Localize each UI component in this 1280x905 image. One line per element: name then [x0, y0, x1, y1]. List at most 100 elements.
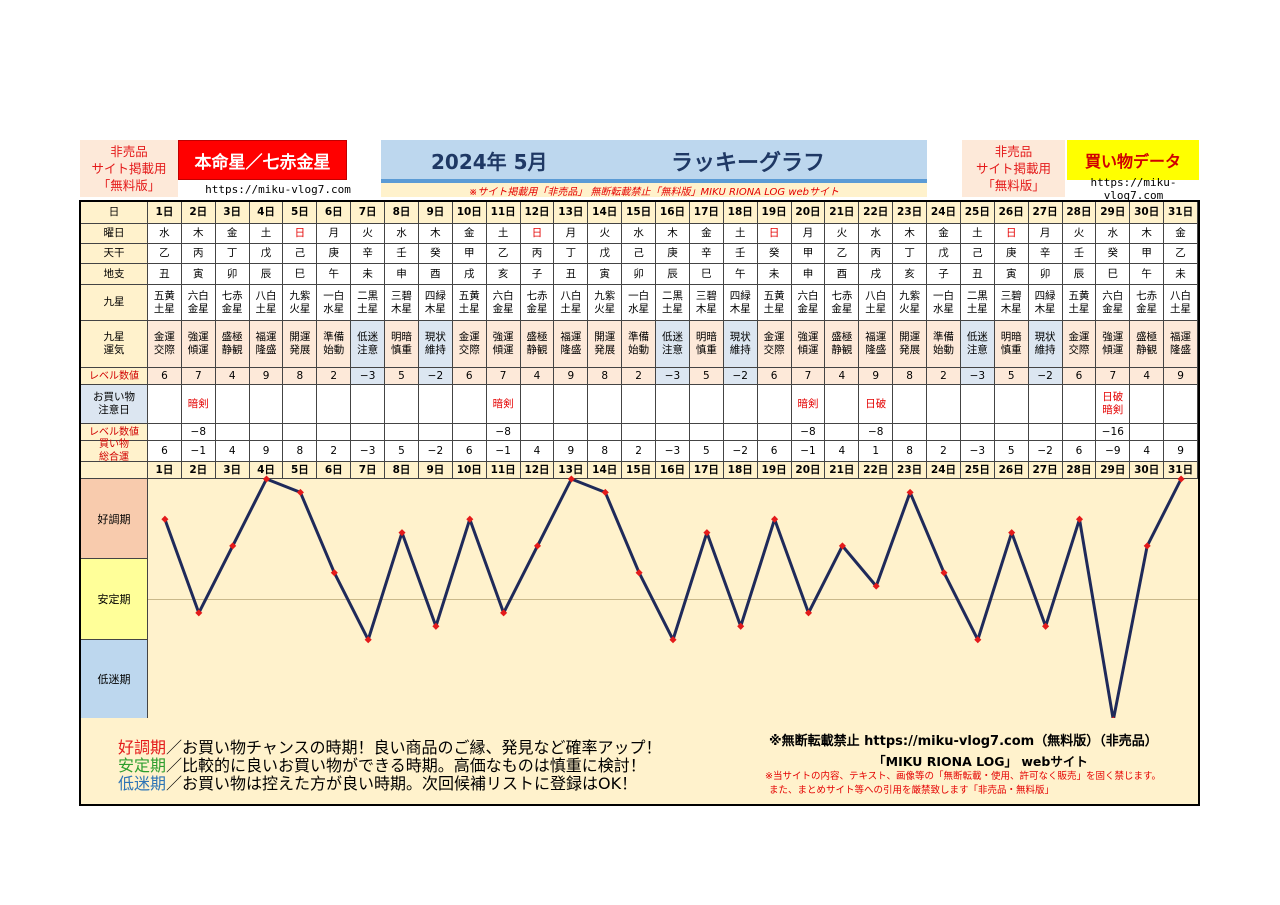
cell-wd: 日: [283, 224, 318, 244]
cell-lv: 2: [622, 368, 657, 385]
cell-tk: 甲: [1130, 244, 1165, 264]
day-label-bottom: 3日: [215, 462, 250, 479]
cell-ca: [554, 385, 589, 424]
cell-lv: 4: [215, 368, 250, 385]
day-label-bottom: 23日: [893, 462, 928, 479]
cell-wd: 金: [927, 224, 961, 244]
cell-uk: 強運 傾運: [486, 321, 521, 368]
cell-ca: [249, 385, 284, 424]
url-right: https://miku-vlog7.com: [1067, 176, 1200, 202]
day-label-bottom: 18日: [723, 462, 758, 479]
cell-cl: [317, 424, 352, 441]
cell-uk: 金運 交際: [148, 321, 182, 368]
warning-line: ※サイト掲載用「非売品」 無断転載禁止「無料版」MIKU RIONA LOG w…: [381, 183, 927, 198]
cell-tk: 庚: [656, 244, 690, 264]
zone-label: 好調期: [81, 479, 148, 560]
day-label-bottom: 25日: [960, 462, 995, 479]
cell-ca: 日破: [859, 385, 894, 424]
cell-cs: 卯: [1028, 264, 1063, 285]
cell-day: 19日: [757, 202, 792, 224]
cell-ca: [723, 385, 758, 424]
cell-wd: 火: [1062, 224, 1097, 244]
day-label-bottom: 24日: [927, 462, 961, 479]
cell-cl: [656, 424, 690, 441]
legend-stable-text: ／比較的に良いお買い物ができる時期。高価なものは慎重に検討！: [166, 756, 646, 775]
cell-day: 22日: [859, 202, 894, 224]
notice-right: 非売品 サイト掲載用 「無料版」: [962, 140, 1065, 197]
day-label-bottom: 19日: [757, 462, 792, 479]
cell-day: 2日: [181, 202, 216, 224]
row-label-ca: お買い物 注意日: [81, 385, 148, 424]
day-label-bottom: 20日: [791, 462, 826, 479]
cell-day: 29日: [1096, 202, 1131, 224]
cell-day: 15日: [622, 202, 657, 224]
cell-day: 31日: [1164, 202, 1198, 224]
cell-cl: [452, 424, 487, 441]
cell-cs: 辰: [249, 264, 284, 285]
notice-left-line1: 非売品: [110, 144, 148, 159]
notice-line-2: また、まとめサイト等への引用を厳禁致します「非売品・無料版」: [769, 785, 1055, 796]
cell-lv: 5: [689, 368, 724, 385]
cell-day: 8日: [385, 202, 419, 224]
cell-lv: 7: [1096, 368, 1131, 385]
cell-uk: 開運 発展: [893, 321, 928, 368]
cell-ks: 三碧 木星: [385, 285, 419, 321]
cell-uk: 金運 交際: [1062, 321, 1097, 368]
cell-wd: 日: [994, 224, 1029, 244]
cell-lv: −3: [351, 368, 386, 385]
cell-ca: 暗剣: [181, 385, 216, 424]
row-label-cl: レベル数値: [81, 424, 148, 441]
cell-ks: 五黄 土星: [1062, 285, 1097, 321]
cell-wd: 土: [486, 224, 521, 244]
cell-ks: 八白 土星: [1164, 285, 1198, 321]
cell-tt: 8: [588, 441, 623, 462]
shopping-data-badge: 買い物データ: [1067, 140, 1199, 180]
cell-ks: 七赤 金星: [825, 285, 860, 321]
cell-wd: 水: [859, 224, 894, 244]
cell-uk: 強運 傾運: [791, 321, 826, 368]
cell-lv: 7: [181, 368, 216, 385]
cell-uk: 開運 発展: [588, 321, 623, 368]
cell-cl: [825, 424, 860, 441]
stable-midline: [148, 599, 1198, 600]
cell-lv: 6: [148, 368, 182, 385]
cell-lv: 4: [520, 368, 555, 385]
cell-cs: 亥: [893, 264, 928, 285]
cell-tt: 2: [317, 441, 352, 462]
cell-tk: 丙: [859, 244, 894, 264]
cell-day: 9日: [418, 202, 453, 224]
cell-wd: 木: [181, 224, 216, 244]
cell-cl: [994, 424, 1029, 441]
cell-ks: 一白 水星: [927, 285, 961, 321]
title-bar: 2024年 5月 ラッキーグラフ: [381, 140, 927, 183]
legend-low: 低迷期／お買い物は控えた方が良い時期。次回候補リストに登録はOK！: [118, 770, 637, 794]
cell-day: 3日: [215, 202, 250, 224]
cell-ks: 二黒 土星: [351, 285, 386, 321]
cell-cs: 巳: [283, 264, 318, 285]
row-label-tt: 買い物 総合運: [81, 439, 148, 463]
cell-ca: [1062, 385, 1097, 424]
cell-cl: [418, 424, 453, 441]
cell-tk: 乙: [1164, 244, 1198, 264]
cell-cl: −8: [486, 424, 521, 441]
cell-cl: [1130, 424, 1165, 441]
cell-cs: 丑: [554, 264, 589, 285]
cell-tk: 乙: [486, 244, 521, 264]
cell-ks: 九紫 火星: [893, 285, 928, 321]
cell-cl: [893, 424, 928, 441]
cell-day: 20日: [791, 202, 826, 224]
cell-ca: [1164, 385, 1198, 424]
cell-tt: 2: [622, 441, 657, 462]
cell-cs: 子: [927, 264, 961, 285]
cell-cs: 卯: [622, 264, 657, 285]
cell-ks: 五黄 土星: [148, 285, 182, 321]
cell-ks: 一白 水星: [317, 285, 352, 321]
cell-tt: 4: [215, 441, 250, 462]
url-left: https://miku-vlog7.com: [178, 181, 378, 197]
cell-cs: 寅: [994, 264, 1029, 285]
cell-ca: [656, 385, 690, 424]
cell-ks: 八白 土星: [859, 285, 894, 321]
cell-lv: 7: [486, 368, 521, 385]
cell-cs: 酉: [418, 264, 453, 285]
cell-cs: 戌: [859, 264, 894, 285]
